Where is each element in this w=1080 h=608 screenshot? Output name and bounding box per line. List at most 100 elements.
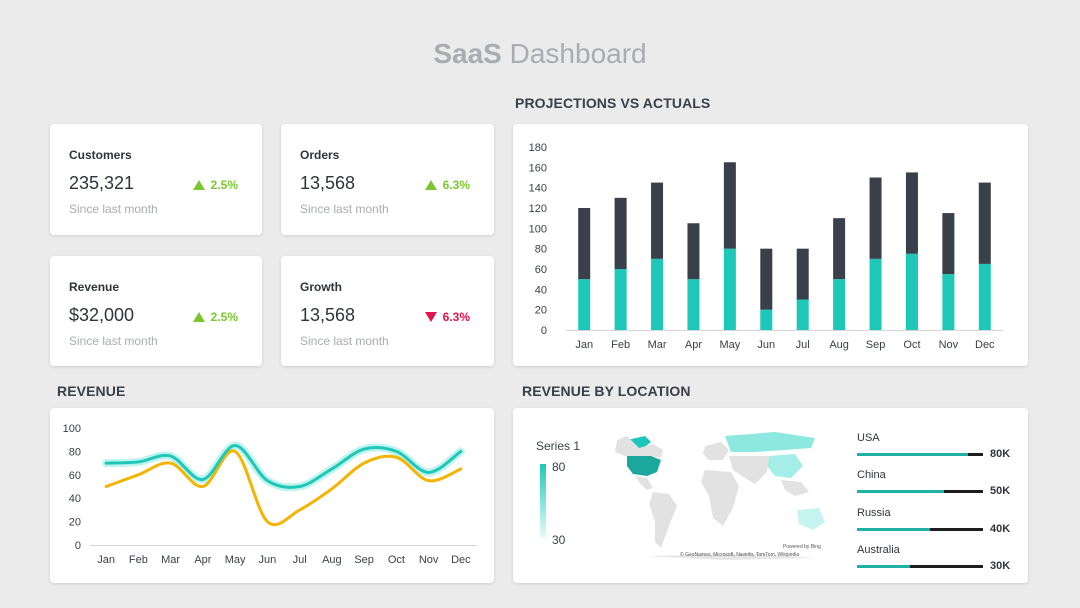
revenue-title: REVENUE: [57, 383, 126, 399]
bar-projection: [905, 172, 918, 254]
map-region-africa: [701, 470, 739, 526]
location-bar-fill: [857, 528, 931, 531]
bar-actual: [978, 263, 991, 330]
x-tick-label: Feb: [129, 554, 148, 566]
x-tick-label: Oct: [388, 554, 405, 566]
bar-projection: [796, 248, 809, 300]
map-legend-scale: [540, 464, 546, 538]
map-credit-bottom: © GeoNames, Microsoft, Navinfo, TomTom, …: [680, 552, 800, 558]
location-name: China: [857, 469, 886, 481]
location-item-australia: Australia 30K: [857, 544, 1013, 572]
page-title: SaaS Dashboard: [0, 38, 1080, 70]
bar-actual: [905, 253, 918, 330]
revenue-chart-card: 0 20 40 60 80 100 Jan Feb Mar Apr May Jun Jul Aug Sep O…: [50, 408, 494, 583]
map-region-usa: [627, 456, 661, 476]
arrow-up-icon: [424, 180, 437, 190]
x-tick-label: Feb: [611, 339, 630, 351]
kpi-change: 2.5%: [192, 178, 238, 192]
arrow-up-icon: [192, 180, 205, 190]
x-tick-label: Dec: [451, 554, 471, 566]
y-tick-label: 60: [535, 264, 547, 276]
projections-bar-chart: 0 20 40 60 80 100 120 140 160 180 Jan Feb Mar Apr May J…: [529, 142, 1003, 351]
x-tick-label: Jul: [293, 554, 307, 566]
y-tick-label: 0: [541, 325, 547, 337]
bar-projection: [760, 248, 773, 310]
map-region-antarctica: [645, 554, 815, 560]
location-value: 80K: [990, 448, 1011, 460]
location-name: Russia: [857, 507, 891, 519]
bar-actual: [833, 279, 846, 330]
x-tick-label: Oct: [903, 339, 920, 351]
bar-actual: [942, 274, 955, 330]
y-tick-label: 180: [529, 142, 547, 154]
x-tick-label: Aug: [829, 339, 849, 351]
x-tick-label: Jan: [575, 339, 593, 351]
x-tick-label: May: [719, 339, 740, 351]
bar-actual: [723, 248, 736, 330]
kpi-value: 13,568: [300, 305, 356, 325]
bar-actual: [869, 258, 882, 330]
x-tick-label: Nov: [939, 339, 959, 351]
projections-title: PROJECTIONS VS ACTUALS: [515, 95, 711, 111]
kpi-since: Since last month: [300, 334, 389, 348]
kpi-card-growth: Growth 13,568 6.3% Since last month: [281, 256, 494, 366]
kpi-change-value: 2.5%: [210, 178, 238, 192]
location-bar: [857, 528, 983, 531]
kpi-since: Since last month: [300, 202, 389, 216]
location-item-russia: Russia 40K: [857, 507, 1013, 535]
x-tick-label: Mar: [648, 339, 667, 351]
location-bar: [857, 565, 983, 568]
kpi-label: Orders: [300, 148, 340, 162]
location-card: Series 1 80 30 Powered by Bing © GeoName…: [513, 408, 1028, 583]
kpi-change-value: 6.3%: [442, 310, 470, 324]
page-title-rest: Dashboard: [509, 38, 647, 69]
x-tick-label: Jun: [757, 339, 775, 351]
x-tick-label: May: [225, 554, 246, 566]
x-tick-label: Sep: [354, 554, 374, 566]
y-tick-label: 60: [69, 470, 81, 482]
x-tick-label: Jan: [97, 554, 115, 566]
line-series-orange: [104, 449, 463, 527]
location-value: 30K: [990, 560, 1011, 572]
kpi-change: 6.3%: [424, 178, 470, 192]
location-name: USA: [857, 432, 880, 444]
map-region-se-asia: [781, 480, 809, 496]
kpi-card-revenue: Revenue $32,000 2.5% Since last month: [50, 256, 262, 366]
x-tick-label: Sep: [866, 339, 886, 351]
bar-projection: [578, 208, 591, 280]
y-tick-label: 0: [75, 540, 81, 552]
kpi-change: 6.3%: [424, 310, 470, 324]
bar-projection: [942, 213, 955, 275]
world-map: [615, 432, 825, 560]
location-item-usa: USA 80K: [857, 432, 1013, 460]
bar-actual: [614, 269, 627, 330]
location-item-china: China 50K: [857, 469, 1013, 497]
x-tick-label: Jul: [796, 339, 810, 351]
bar-actual: [687, 279, 700, 330]
kpi-value: $32,000: [69, 305, 135, 325]
map-region-canada: [615, 436, 663, 460]
y-tick-label: 80: [535, 244, 547, 256]
x-tick-label: Mar: [161, 554, 180, 566]
y-tick-label: 20: [535, 305, 547, 317]
y-tick-label: 120: [529, 203, 547, 215]
x-tick-label: Apr: [685, 339, 702, 351]
kpi-label: Growth: [300, 280, 342, 294]
revenue-line-chart: 0 20 40 60 80 100 Jan Feb Mar Apr May Jun Jul Aug Sep O…: [63, 423, 477, 566]
kpi-card-orders: Orders 13,568 6.3% Since last month: [281, 124, 494, 235]
kpi-value: 235,321: [69, 173, 135, 193]
bar-projection: [869, 177, 882, 259]
map-legend-min: 30: [552, 533, 566, 547]
kpi-value: 13,568: [300, 173, 356, 193]
map-region-europe: [703, 442, 729, 460]
kpi-change: 2.5%: [192, 310, 238, 324]
arrow-up-icon: [192, 312, 205, 322]
bar-projection: [651, 182, 664, 259]
kpi-since: Since last month: [69, 202, 158, 216]
y-tick-label: 160: [529, 162, 547, 174]
x-tick-label: Jun: [259, 554, 277, 566]
bar-actual: [760, 309, 773, 330]
map-legend-title: Series 1: [536, 439, 581, 453]
bar-projection: [723, 162, 736, 249]
map-credit-top: Powered by Bing: [783, 544, 821, 550]
